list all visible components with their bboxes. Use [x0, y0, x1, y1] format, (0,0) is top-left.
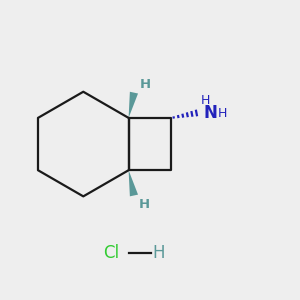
Text: H: H — [153, 244, 165, 262]
Text: Cl: Cl — [103, 244, 119, 262]
Polygon shape — [129, 92, 138, 118]
Text: H: H — [201, 94, 211, 106]
Text: N: N — [203, 103, 218, 122]
Text: H: H — [139, 78, 150, 91]
Text: H: H — [138, 198, 149, 211]
Text: H: H — [218, 107, 227, 120]
Polygon shape — [129, 170, 138, 196]
